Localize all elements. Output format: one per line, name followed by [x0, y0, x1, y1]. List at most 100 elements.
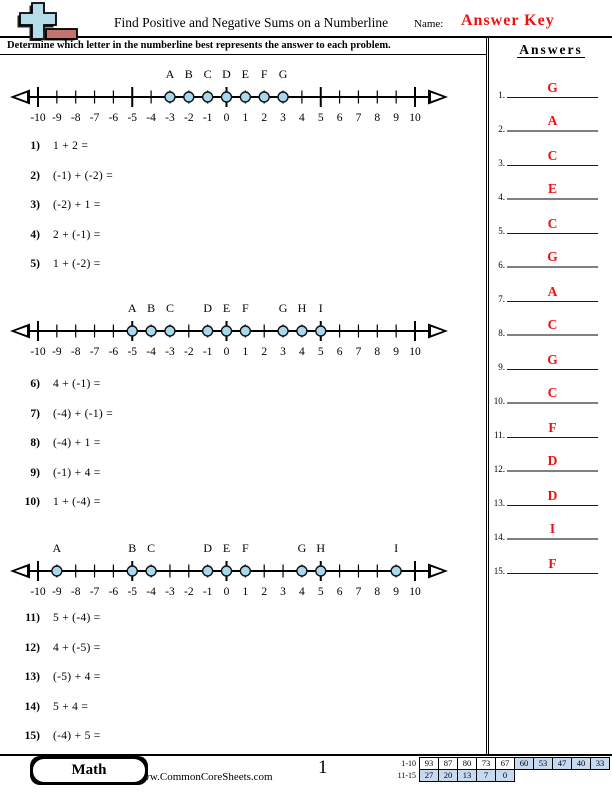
point-label: I: [394, 541, 398, 555]
point-B: [145, 325, 157, 337]
answer-blank-line: C: [507, 215, 598, 234]
point-H: [315, 565, 327, 577]
problem-row: 3) (-2) + 1 =: [14, 199, 414, 229]
answer-item: 8. C: [490, 317, 612, 339]
answer-number: 6.: [498, 260, 505, 270]
problem-number: 12): [24, 641, 40, 654]
problem-row: 7) (-4) + (-1) =: [14, 408, 414, 438]
point-label: F: [242, 541, 249, 555]
problem-row: 2) (-1) + (-2) =: [14, 170, 414, 200]
answer-blank-line: G: [507, 79, 598, 98]
problem-expression: 5 + (-4) =: [53, 612, 101, 624]
answer-item: 14. I: [490, 521, 612, 543]
answer-blank-line: I: [507, 520, 598, 540]
answer-letter: G: [547, 352, 558, 367]
problem-number: 5): [30, 258, 40, 270]
problem-expression: 5 + 4 =: [53, 700, 89, 713]
score-cell: 53: [533, 757, 553, 770]
answer-number: 1.: [498, 90, 505, 100]
point-label: H: [298, 301, 307, 315]
tick-label: -2: [184, 346, 194, 358]
answer-item: 11. F: [490, 419, 612, 441]
problem-expression: (-5) + 4 =: [53, 671, 101, 683]
point-G: [296, 565, 308, 577]
problem-row: 1) 1 + 2 =: [14, 140, 414, 170]
tick-label: 10: [409, 586, 421, 598]
answer-blank-line: D: [507, 452, 598, 472]
score-row-label: 1-10: [401, 759, 416, 768]
tick-label: 1: [242, 112, 248, 124]
tick-label: 10: [409, 112, 421, 124]
tick-label: 8: [374, 346, 380, 358]
tick-label: -1: [203, 346, 213, 358]
answer-item: 1. G: [490, 79, 612, 101]
problem-row: 15) (-4) + 5 =: [14, 730, 414, 760]
point-A: [51, 565, 63, 577]
point-I: [315, 325, 327, 337]
answer-blank-line: G: [507, 351, 598, 370]
point-label: D: [203, 301, 212, 315]
tick-label: 6: [337, 586, 343, 598]
problem-expression: 1 + 2 =: [53, 140, 89, 152]
arrow-left-inner: [15, 326, 27, 336]
tick-label: 8: [374, 112, 380, 124]
problem-expression: 1 + (-4) =: [53, 496, 101, 508]
point-G: [277, 325, 289, 337]
problem-expression: (-4) + 5 =: [53, 730, 101, 742]
answer-number: 4.: [498, 192, 505, 202]
problem-expression: 1 + (-2) =: [53, 258, 101, 270]
tick-label: -5: [127, 346, 137, 358]
tick-label: 7: [356, 346, 362, 358]
answer-number: 10.: [493, 396, 505, 406]
tick-label: 2: [261, 586, 267, 598]
answer-letter: C: [547, 148, 558, 163]
tick-label: -1: [203, 112, 213, 124]
tick-label: 2: [261, 112, 267, 124]
score-cell: 20: [438, 769, 458, 782]
point-label: C: [147, 541, 155, 555]
answer-letter: D: [547, 488, 558, 503]
tick-label: -7: [90, 586, 100, 598]
tick-label: -9: [52, 346, 62, 358]
problem-row: 4) 2 + (-1) =: [14, 229, 414, 259]
instruction-text: Determine which letter in the numberline…: [0, 37, 486, 55]
page-number: 1: [318, 757, 328, 778]
answer-number: 14.: [493, 532, 505, 542]
tick-label: 6: [337, 112, 343, 124]
problem-number: 1): [30, 140, 40, 152]
tick-label: -9: [52, 112, 62, 124]
point-B: [126, 565, 138, 577]
answer-blank-line: C: [507, 384, 598, 404]
tick-label: -3: [165, 346, 175, 358]
point-label: G: [279, 67, 288, 81]
answer-letter: A: [547, 284, 558, 299]
tick-label: 3: [280, 586, 286, 598]
tick-label: -8: [71, 586, 81, 598]
problem-row: 6) 4 + (-1) =: [14, 378, 414, 408]
score-cell: 33: [590, 757, 610, 770]
answer-blank-line: C: [507, 316, 598, 336]
problem-group-3: 11) 5 + (-4) = 12) 4 + (-5) = 13) (-5) + 4 = 1…: [14, 612, 414, 760]
tick-label: 0: [224, 586, 230, 598]
tick-label: -4: [146, 586, 156, 598]
answer-item: 4. E: [490, 181, 612, 203]
numberline-1: -10 -9 -8 -7 -6 -5 -4 -3 -2 -1 0 1 2 3 4 5 6 7 8 9 10A B C D E F G: [10, 67, 448, 124]
answer-blank-line: A: [507, 283, 598, 302]
problem-number: 2): [30, 169, 40, 182]
problem-number: 6): [30, 378, 40, 390]
point-D: [201, 565, 214, 577]
answer-blank-line: C: [507, 147, 598, 166]
numberline-3: -10 -9 -8 -7 -6 -5 -4 -3 -2 -1 0 1 2 3 4 5 6 7 8 9 10A B C D E F G…: [10, 541, 448, 598]
tick-label: 9: [393, 112, 399, 124]
score-cell: 13: [457, 769, 477, 782]
column-divider: [486, 36, 489, 754]
score-cell: 47: [552, 757, 572, 770]
tick-label: 4: [299, 346, 305, 358]
tick-label: -9: [52, 586, 62, 598]
answer-item: 15. F: [490, 555, 612, 577]
answer-number: 8.: [498, 328, 505, 338]
answer-number: 13.: [493, 498, 505, 508]
problem-row: 10) 1 + (-4) =: [14, 496, 414, 526]
answer-number: 7.: [498, 294, 505, 304]
answer-item: 9. G: [490, 351, 612, 373]
